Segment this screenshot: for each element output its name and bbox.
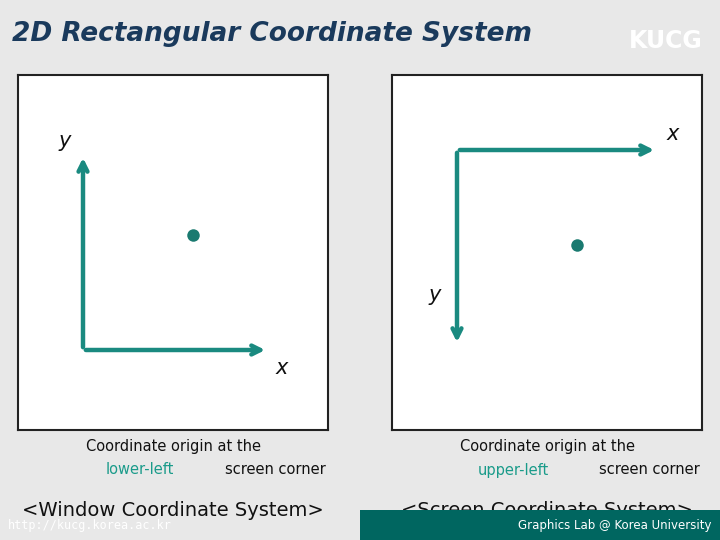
Text: screen corner: screen corner: [599, 462, 700, 477]
Text: x: x: [276, 358, 288, 378]
Text: Graphics Lab @ Korea University: Graphics Lab @ Korea University: [518, 518, 712, 531]
Text: <Window Coordinate System>: <Window Coordinate System>: [22, 501, 324, 519]
Text: screen corner: screen corner: [225, 462, 325, 477]
Text: y: y: [429, 285, 441, 305]
Text: http://kucg.korea.ac.kr: http://kucg.korea.ac.kr: [8, 518, 172, 531]
Text: Coordinate origin at the: Coordinate origin at the: [86, 438, 261, 454]
Text: KUCG: KUCG: [629, 29, 703, 53]
Text: y: y: [59, 131, 71, 151]
Text: <Screen Coordinate System>: <Screen Coordinate System>: [401, 501, 693, 519]
Text: x: x: [667, 124, 679, 144]
Text: lower-left: lower-left: [106, 462, 174, 477]
Bar: [360, 510, 720, 540]
Text: upper-left: upper-left: [477, 462, 549, 477]
Text: 2D Rectangular Coordinate System: 2D Rectangular Coordinate System: [12, 21, 532, 47]
Text: Coordinate origin at the: Coordinate origin at the: [459, 438, 634, 454]
